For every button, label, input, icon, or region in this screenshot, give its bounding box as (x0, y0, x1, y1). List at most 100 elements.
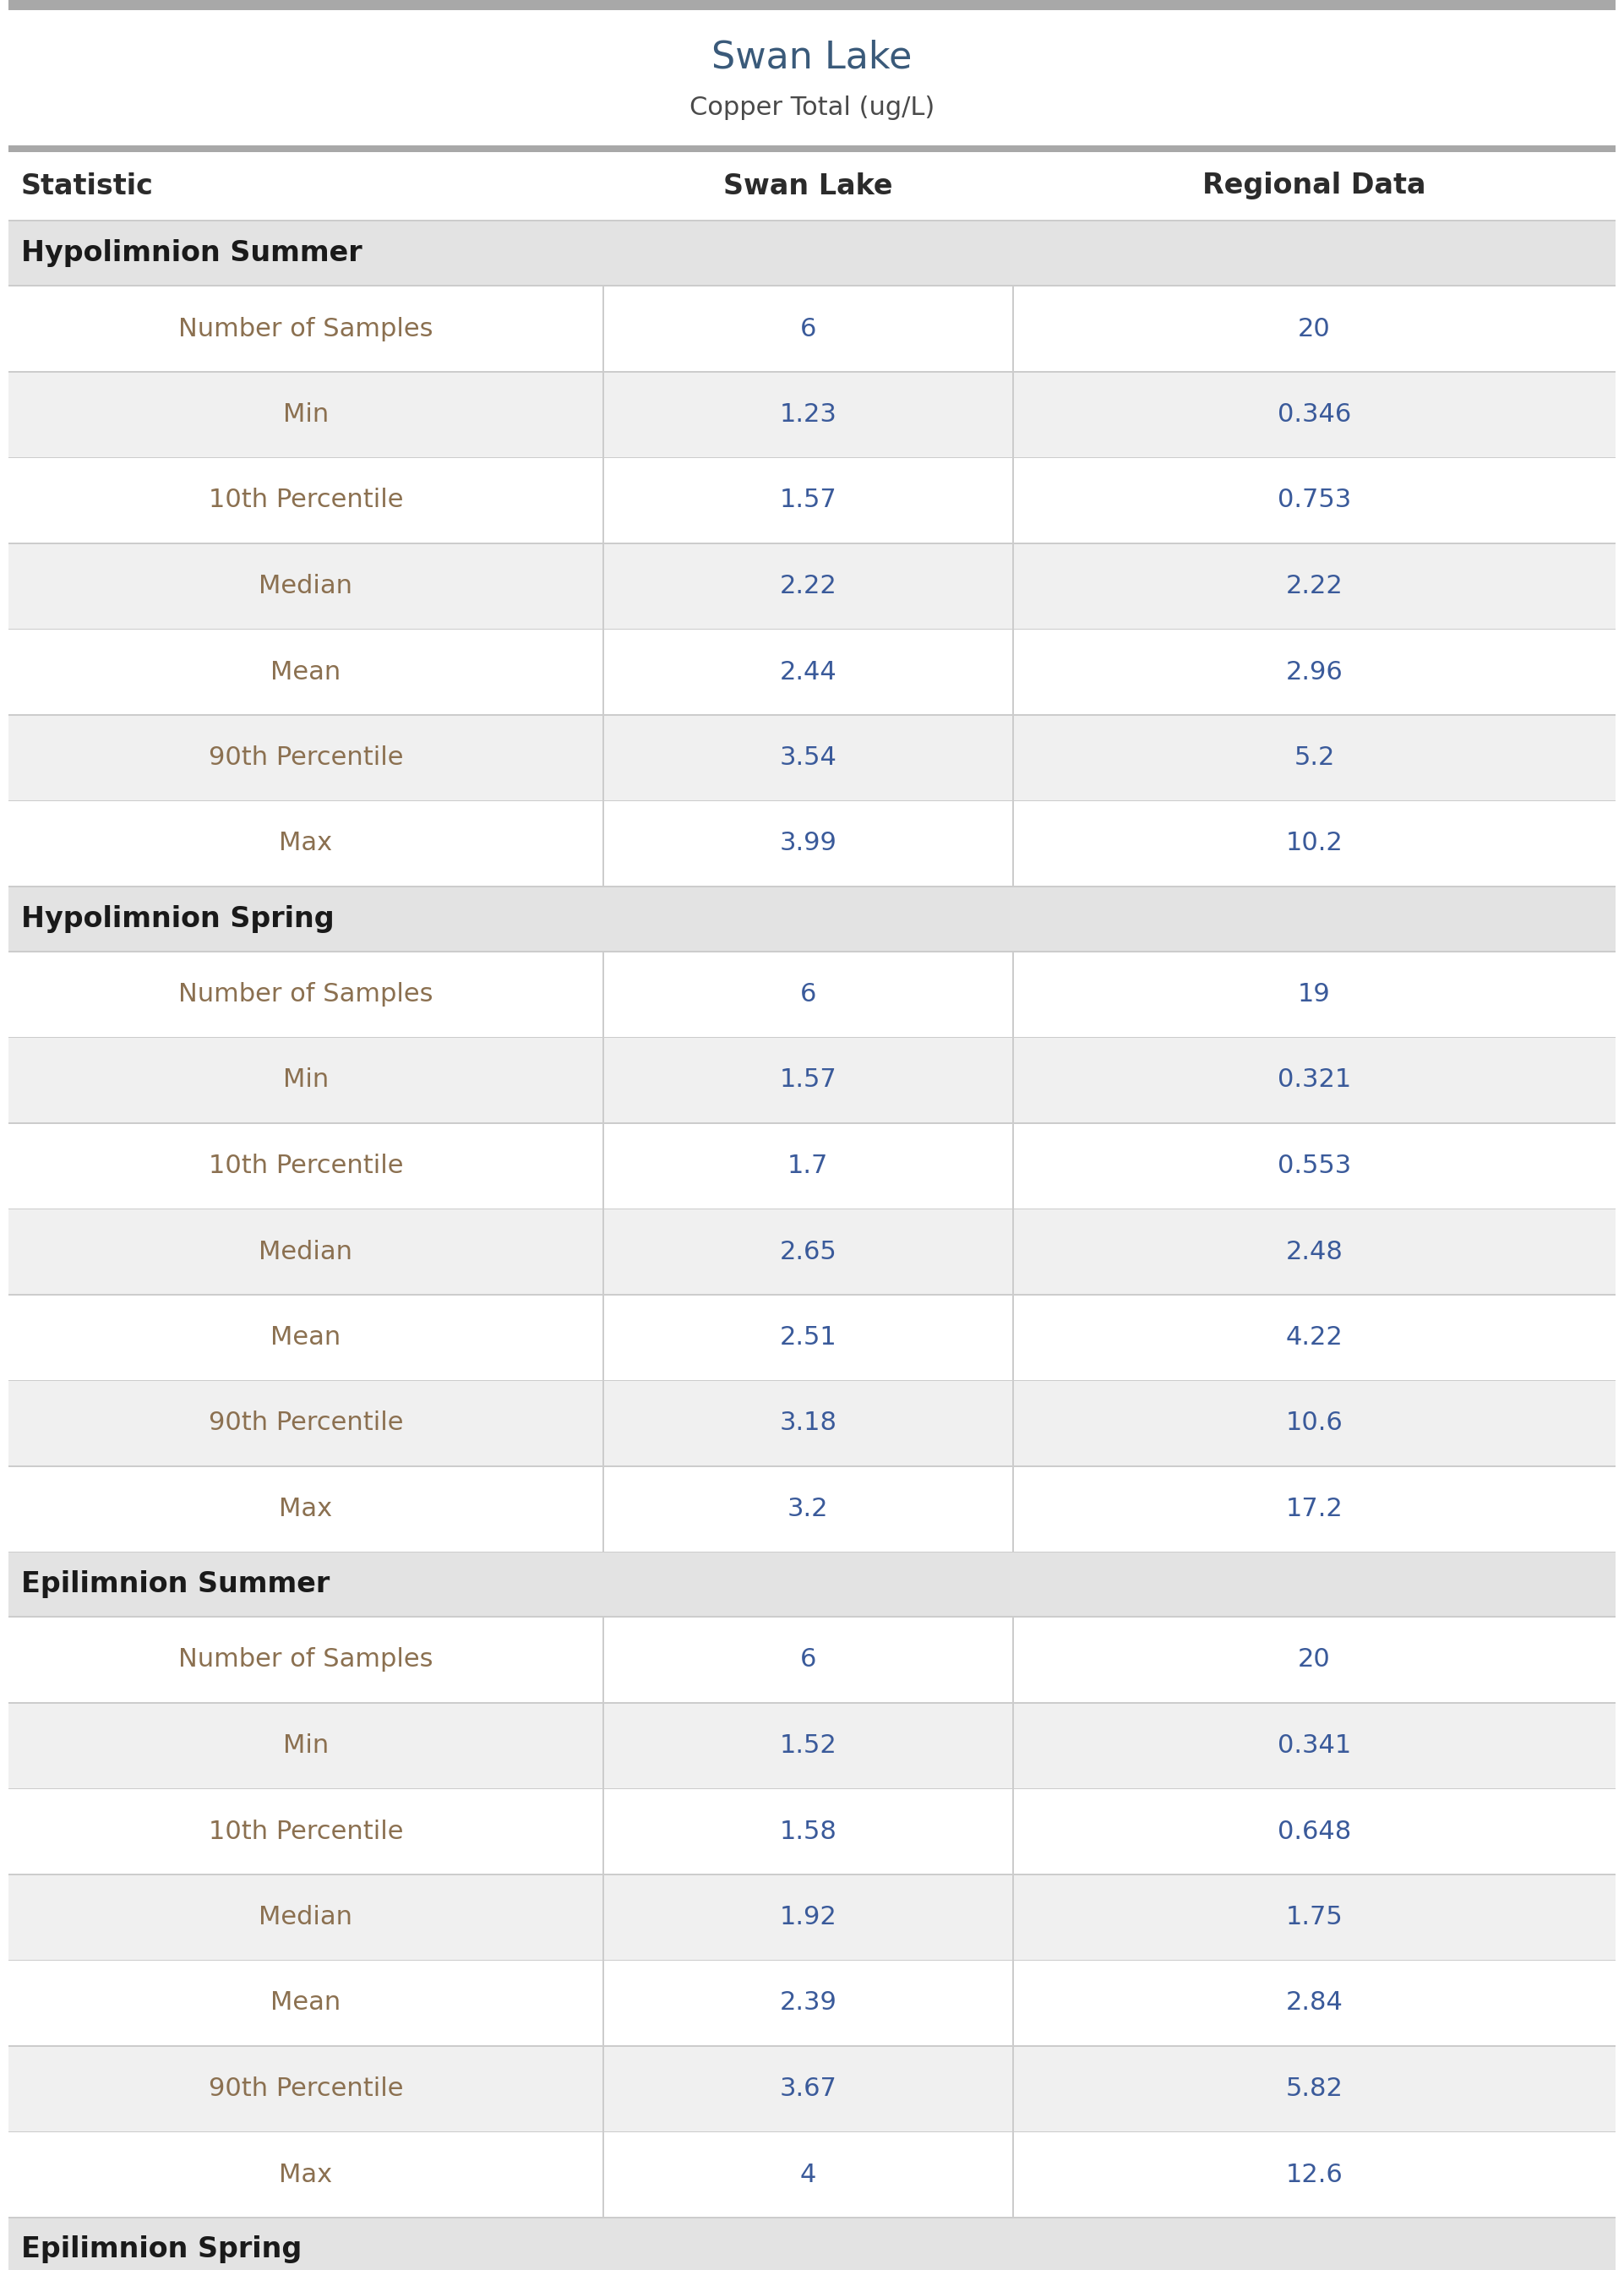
Text: 1.92: 1.92 (780, 1905, 836, 1930)
Bar (1012, 1875, 1013, 1959)
Bar (1012, 715, 1013, 799)
Text: 2.96: 2.96 (1286, 661, 1343, 683)
Text: Swan Lake: Swan Lake (723, 173, 893, 200)
Text: 5.82: 5.82 (1286, 2077, 1343, 2102)
Bar (8, 1210, 1616, 1294)
Bar (1012, 1619, 1013, 1702)
Text: 10.6: 10.6 (1286, 1412, 1343, 1435)
Text: 0.553: 0.553 (1278, 1153, 1351, 1178)
Bar (603, 1702, 604, 1789)
Bar (8, 2048, 1616, 2132)
Bar (603, 1124, 604, 1208)
Text: 6: 6 (799, 316, 817, 340)
Text: 12.6: 12.6 (1286, 2163, 1343, 2186)
Bar (8, 1619, 1616, 1702)
Bar (603, 715, 604, 799)
Bar (8, 459, 1616, 543)
Bar (603, 286, 604, 370)
Text: Number of Samples: Number of Samples (179, 316, 434, 340)
Text: 2.48: 2.48 (1286, 1239, 1343, 1264)
Text: 6: 6 (799, 983, 817, 1006)
Bar (8, 145, 1616, 152)
Bar (603, 1961, 604, 2045)
Bar (603, 1619, 604, 1702)
Bar (8, 222, 1616, 284)
Bar (603, 1296, 604, 1380)
Bar (1012, 286, 1013, 370)
Bar (1012, 629, 1013, 715)
Text: Epilimnion Spring: Epilimnion Spring (21, 2236, 302, 2263)
Bar (8, 1553, 1616, 1616)
Text: 4.22: 4.22 (1286, 1326, 1343, 1351)
Bar (8, 951, 1616, 1037)
Text: 3.54: 3.54 (780, 745, 836, 770)
Text: 90th Percentile: 90th Percentile (208, 2077, 403, 2102)
Text: 20: 20 (1298, 1648, 1330, 1673)
Bar (8, 372, 1616, 456)
Bar (1012, 1037, 1013, 1121)
Text: 10.2: 10.2 (1286, 831, 1343, 856)
Bar (8, 1037, 1616, 1121)
Text: 3.99: 3.99 (780, 831, 836, 856)
Text: Regional Data: Regional Data (1202, 173, 1426, 200)
Text: Hypolimnion Summer: Hypolimnion Summer (21, 238, 362, 268)
Text: 0.648: 0.648 (1278, 1818, 1351, 1843)
Bar (1012, 1702, 1013, 1789)
Text: 2.44: 2.44 (780, 661, 836, 683)
Text: 6: 6 (799, 1648, 817, 1673)
Bar (8, 1380, 1616, 1466)
Text: 0.346: 0.346 (1278, 402, 1351, 427)
Text: 2.84: 2.84 (1286, 1991, 1343, 2016)
Bar (603, 801, 604, 885)
Text: Median: Median (258, 574, 352, 599)
Text: Median: Median (258, 1239, 352, 1264)
Text: 2.39: 2.39 (780, 1991, 836, 2016)
Text: Mean: Mean (271, 1991, 341, 2016)
Text: 5.2: 5.2 (1294, 745, 1335, 770)
Bar (603, 629, 604, 715)
Bar (1012, 951, 1013, 1037)
Text: 1.75: 1.75 (1286, 1905, 1343, 1930)
Bar (8, 1875, 1616, 1959)
Text: 10th Percentile: 10th Percentile (208, 1153, 403, 1178)
Text: Epilimnion Summer: Epilimnion Summer (21, 1571, 330, 1598)
Text: Hypolimnion Spring: Hypolimnion Spring (21, 906, 335, 933)
Text: Mean: Mean (271, 661, 341, 683)
Bar (603, 1875, 604, 1959)
Bar (8, 545, 1616, 629)
Bar (603, 372, 604, 456)
Text: 1.52: 1.52 (780, 1734, 836, 1757)
Bar (8, 152, 1616, 220)
Text: Max: Max (279, 1496, 333, 1521)
Bar (8, 1961, 1616, 2045)
Bar (1012, 2048, 1013, 2132)
Text: Max: Max (279, 831, 333, 856)
Text: 0.753: 0.753 (1278, 488, 1351, 513)
Bar (603, 459, 604, 543)
Bar (8, 1789, 1616, 1873)
Bar (8, 1702, 1616, 1789)
Text: 1.57: 1.57 (780, 1067, 836, 1092)
Bar (1012, 1466, 1013, 1550)
Bar (8, 888, 1616, 951)
Bar (603, 1037, 604, 1121)
Text: Copper Total (ug/L): Copper Total (ug/L) (689, 95, 935, 120)
Text: Median: Median (258, 1905, 352, 1930)
Text: 2.22: 2.22 (1286, 574, 1343, 599)
Text: Min: Min (283, 402, 328, 427)
Bar (603, 1380, 604, 1466)
Text: Min: Min (283, 1067, 328, 1092)
Bar (1012, 2132, 1013, 2218)
Text: 0.321: 0.321 (1278, 1067, 1351, 1092)
Text: 0.341: 0.341 (1278, 1734, 1351, 1757)
Bar (8, 715, 1616, 799)
Text: Number of Samples: Number of Samples (179, 983, 434, 1006)
Text: 3.18: 3.18 (780, 1412, 836, 1435)
Bar (8, 286, 1616, 370)
Bar (603, 1789, 604, 1873)
Text: 1.58: 1.58 (780, 1818, 836, 1843)
Bar (603, 1210, 604, 1294)
Text: 1.57: 1.57 (780, 488, 836, 513)
Bar (1012, 801, 1013, 885)
Bar (603, 2048, 604, 2132)
